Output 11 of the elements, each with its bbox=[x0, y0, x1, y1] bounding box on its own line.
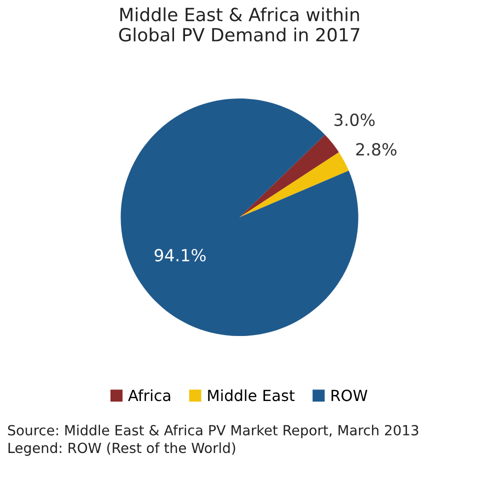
pie-slice bbox=[240, 134, 339, 218]
data-label: 3.0% bbox=[334, 113, 375, 126]
data-label: 2.8% bbox=[356, 143, 396, 156]
text: Legend: ROW (Rest of the World) bbox=[8, 442, 236, 456]
legend-label: Middle East bbox=[208, 389, 295, 402]
legend-label: Africa bbox=[128, 389, 170, 402]
source-note: Source: Middle East & Africa PV Market Report, March 2013 bbox=[8, 424, 418, 438]
legend-label: ROW bbox=[332, 390, 368, 402]
chart-title: Middle East & Africa within Global PV Demand in 2017 bbox=[119, 7, 360, 42]
pie-slice bbox=[240, 152, 349, 218]
data-label: 94.1% bbox=[154, 248, 206, 262]
